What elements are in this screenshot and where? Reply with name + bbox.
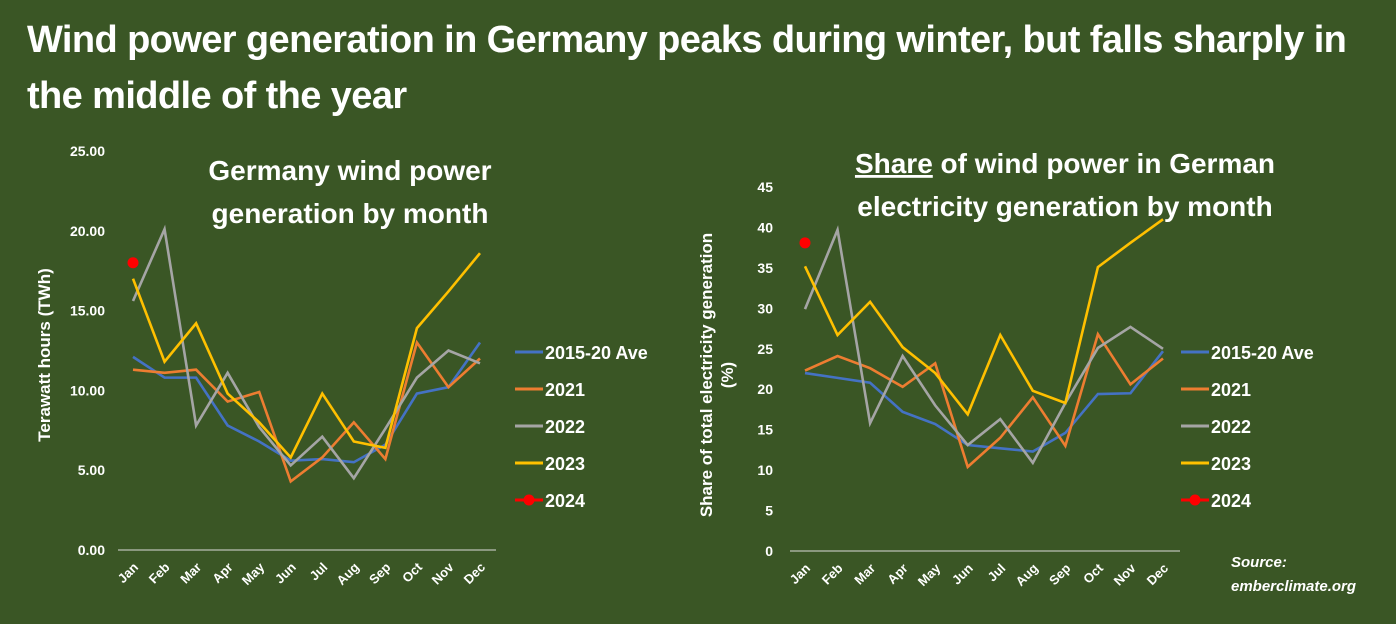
- x-tick-label: Apr: [884, 561, 910, 587]
- y-tick-label: 20: [757, 381, 773, 397]
- series-line-2023: [131, 252, 482, 460]
- series-line-2021: [804, 331, 1164, 470]
- legend-label: 2022: [545, 417, 585, 437]
- source-label: Source:: [1231, 554, 1287, 571]
- x-tick-label: Jun: [949, 560, 976, 587]
- y-tick-label: 5: [765, 503, 773, 519]
- chart-generation: Germany wind power generation by month T…: [35, 143, 648, 588]
- chart-title-line1: Share of wind power in German: [855, 148, 1275, 179]
- y-tick-label: 45: [757, 179, 773, 195]
- main-title: Wind power generation in Germany peaks d…: [27, 19, 1347, 117]
- legend: 2015-20 Ave 2021 2022 2023 2024: [1181, 343, 1314, 511]
- legend-item: 2015-20 Ave: [515, 343, 648, 363]
- legend-marker: [1189, 494, 1201, 506]
- x-tick-label: May: [239, 559, 268, 588]
- legend-label: 2015-20 Ave: [545, 343, 648, 363]
- x-tick-label: Dec: [1144, 561, 1171, 588]
- legend-item: 2021: [515, 380, 585, 400]
- legend-label: 2021: [545, 380, 585, 400]
- x-tick-label: Mar: [177, 560, 204, 587]
- y-tick-label: 15: [757, 422, 773, 438]
- x-ticks: Jan Feb Mar Apr May Jun Jul Aug Sep Oct Nov Dec: [787, 560, 1171, 589]
- legend-label: 2023: [545, 454, 585, 474]
- x-tick-label: Apr: [209, 560, 235, 586]
- y-tick-label: 10: [757, 462, 773, 478]
- x-tick-label: Mar: [851, 561, 878, 588]
- y-tick-label: 30: [757, 300, 773, 316]
- legend-label: 2021: [1211, 380, 1251, 400]
- series-line-2021: [132, 339, 481, 484]
- series-2024-point: [127, 257, 139, 269]
- y-ticks: 0.00 5.00 10.00 15.00 20.00 25.00: [70, 143, 105, 558]
- x-tick-label: Oct: [399, 559, 425, 585]
- x-tick-label: Jul: [984, 561, 1008, 585]
- x-tick-label: Nov: [429, 559, 458, 588]
- y-tick-label: 15.00: [70, 303, 105, 319]
- legend-label: 2024: [1211, 491, 1251, 511]
- legend-item: 2024: [1181, 491, 1251, 511]
- source-value: emberclimate.org: [1231, 578, 1357, 595]
- legend-item: 2023: [1181, 454, 1251, 474]
- y-axis-label-line2: (%): [718, 362, 737, 388]
- series-group: [127, 224, 482, 484]
- x-tick-label: Jul: [306, 560, 330, 584]
- legend-item: 2024: [515, 491, 585, 511]
- y-tick-label: 5.00: [78, 462, 105, 478]
- x-tick-label: Aug: [333, 559, 362, 588]
- x-tick-label: Dec: [461, 560, 488, 587]
- y-tick-label: 25: [757, 341, 773, 357]
- series-line-2023: [803, 218, 1164, 417]
- chart-title-line1: Germany wind power: [208, 155, 491, 186]
- x-tick-label: Nov: [1111, 560, 1140, 589]
- title-underlined: Share: [855, 148, 933, 179]
- y-tick-label: 35: [757, 260, 773, 276]
- series-group: [799, 218, 1165, 470]
- series-line-2015-20-ave: [132, 341, 482, 464]
- y-tick-label: 10.00: [70, 382, 105, 398]
- source-note: Source: emberclimate.org: [1231, 551, 1356, 599]
- x-tick-label: Oct: [1080, 560, 1106, 586]
- x-tick-label: Sep: [366, 559, 394, 587]
- legend: 2015-20 Ave 2021 2022 2023 2024: [515, 343, 648, 511]
- x-tick-label: Sep: [1046, 560, 1074, 588]
- x-tick-label: Jan: [115, 559, 141, 585]
- y-tick-label: 0: [765, 543, 773, 559]
- y-ticks: 0 5 10 15 20 25 30 35 40 45: [757, 179, 773, 559]
- y-tick-label: 40: [757, 219, 773, 235]
- chart-share: Share of wind power in German electricit…: [697, 148, 1314, 589]
- legend-item: 2021: [1181, 380, 1251, 400]
- chart-title-line2: electricity generation by month: [857, 191, 1272, 222]
- x-tick-label: Jun: [272, 559, 299, 586]
- legend-item: 2023: [515, 454, 585, 474]
- y-axis-label-line1: Share of total electricity generation: [697, 233, 716, 517]
- x-tick-label: May: [915, 560, 944, 589]
- legend-label: 2015-20 Ave: [1211, 343, 1314, 363]
- legend-item: 2015-20 Ave: [1181, 343, 1314, 363]
- x-tick-label: Feb: [819, 560, 846, 587]
- legend-marker: [523, 494, 535, 506]
- legend-label: 2023: [1211, 454, 1251, 474]
- y-tick-label: 20.00: [70, 223, 105, 239]
- legend-item: 2022: [515, 417, 585, 437]
- series-line-2015-20-ave: [804, 350, 1165, 453]
- x-tick-label: Aug: [1012, 560, 1041, 589]
- x-tick-label: Feb: [146, 559, 173, 586]
- y-tick-label: 0.00: [78, 542, 105, 558]
- series-2024-point: [799, 237, 811, 249]
- chart-title-line2: generation by month: [212, 198, 489, 229]
- legend-item: 2022: [1181, 417, 1251, 437]
- legend-label: 2024: [545, 491, 585, 511]
- legend-label: 2022: [1211, 417, 1251, 437]
- y-tick-label: 25.00: [70, 143, 105, 159]
- x-tick-label: Jan: [787, 560, 813, 586]
- x-ticks: Jan Feb Mar Apr May Jun Jul Aug Sep Oct Nov Dec: [115, 559, 488, 588]
- series-line-2022: [803, 225, 1164, 466]
- y-axis-label: Terawatt hours (TWh): [35, 268, 54, 441]
- series-line-2022: [131, 224, 481, 481]
